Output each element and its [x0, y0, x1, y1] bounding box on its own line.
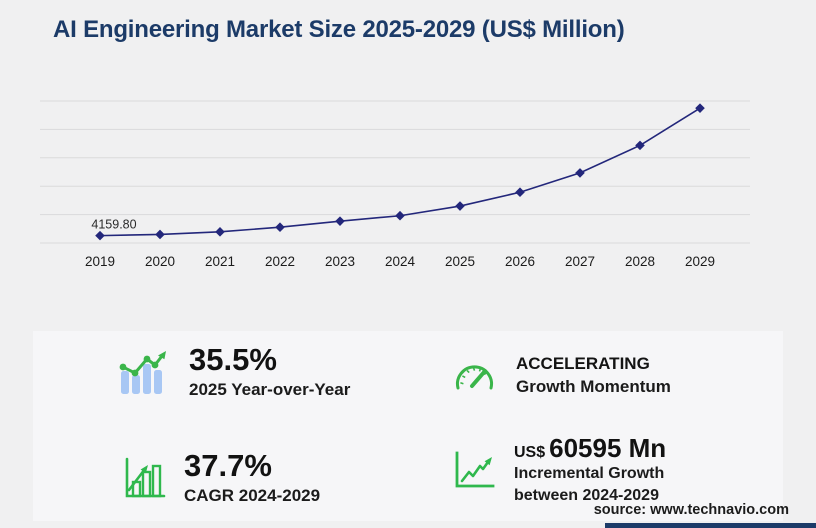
momentum-value: ACCELERATING — [516, 354, 650, 373]
yoy-label: 2025 Year-over-Year — [189, 380, 351, 399]
data-point-marker — [155, 229, 165, 240]
data-point-marker — [275, 222, 285, 233]
yoy-value: 35.5% — [189, 342, 277, 377]
x-axis-tick-label: 2026 — [505, 254, 535, 269]
cagr-label: CAGR 2024-2029 — [184, 486, 321, 505]
x-axis-tick-label: 2021 — [205, 254, 235, 269]
momentum-label: Growth Momentum — [516, 377, 671, 396]
data-point-marker — [695, 103, 705, 113]
incremental-value: 60595 Mn — [549, 433, 667, 463]
incremental-label-line1: Incremental Growth — [514, 465, 665, 482]
line-chart-svg: 2019 2020 2021 2022 2023 2024 2025 2026 2027 2028… — [40, 100, 750, 269]
data-point-marker — [455, 201, 465, 211]
source-attribution: source: www.technavio.com — [593, 502, 789, 518]
x-axis-tick-label: 2019 — [85, 254, 115, 269]
data-point-marker — [95, 230, 105, 241]
data-point-marker — [335, 216, 345, 226]
gauge-icon — [451, 354, 499, 396]
data-point-marker — [635, 140, 645, 151]
data-point-marker — [395, 210, 405, 221]
x-axis-tick-label: 2025 — [445, 254, 475, 269]
data-point-marker — [575, 168, 585, 178]
stat-cagr: 37.7% CAGR 2024-2029 — [121, 448, 320, 507]
stat-yoy: 35.5% 2025 Year-over-Year — [116, 342, 350, 401]
incremental-label-line2: between 2024-2029 — [514, 487, 659, 504]
line-growth-icon — [451, 447, 497, 493]
data-point-marker — [515, 187, 525, 198]
x-axis-tick-label: 2027 — [565, 254, 595, 269]
stat-incremental: US$ 60595 Mn Incremental Growth between 2… — [451, 433, 666, 507]
footer-accent-bar — [605, 523, 816, 528]
data-point-label: 4159.80 — [91, 218, 136, 232]
x-axis-tick-label: 2024 — [385, 254, 416, 269]
x-axis-tick-label: 2020 — [145, 254, 175, 269]
bar-trend-icon — [116, 346, 172, 398]
x-axis-tick-label: 2028 — [625, 254, 655, 269]
bar-growth-icon — [121, 454, 167, 502]
market-size-chart: 2019 2020 2021 2022 2023 2024 2025 2026 2027 2028… — [40, 92, 750, 280]
stat-momentum: ACCELERATING Growth Momentum — [451, 352, 671, 398]
incremental-currency: US$ — [514, 444, 546, 461]
x-axis-tick-label: 2022 — [265, 254, 295, 269]
x-axis-tick-label: 2023 — [325, 254, 355, 269]
cagr-value: 37.7% — [184, 448, 272, 483]
data-point-marker — [215, 227, 225, 237]
x-axis-tick-label: 2029 — [685, 254, 715, 269]
stats-panel: 35.5% 2025 Year-over-Year 37.7% CAGR 202… — [33, 331, 783, 521]
page-title: AI Engineering Market Size 2025-2029 (US… — [53, 16, 625, 43]
